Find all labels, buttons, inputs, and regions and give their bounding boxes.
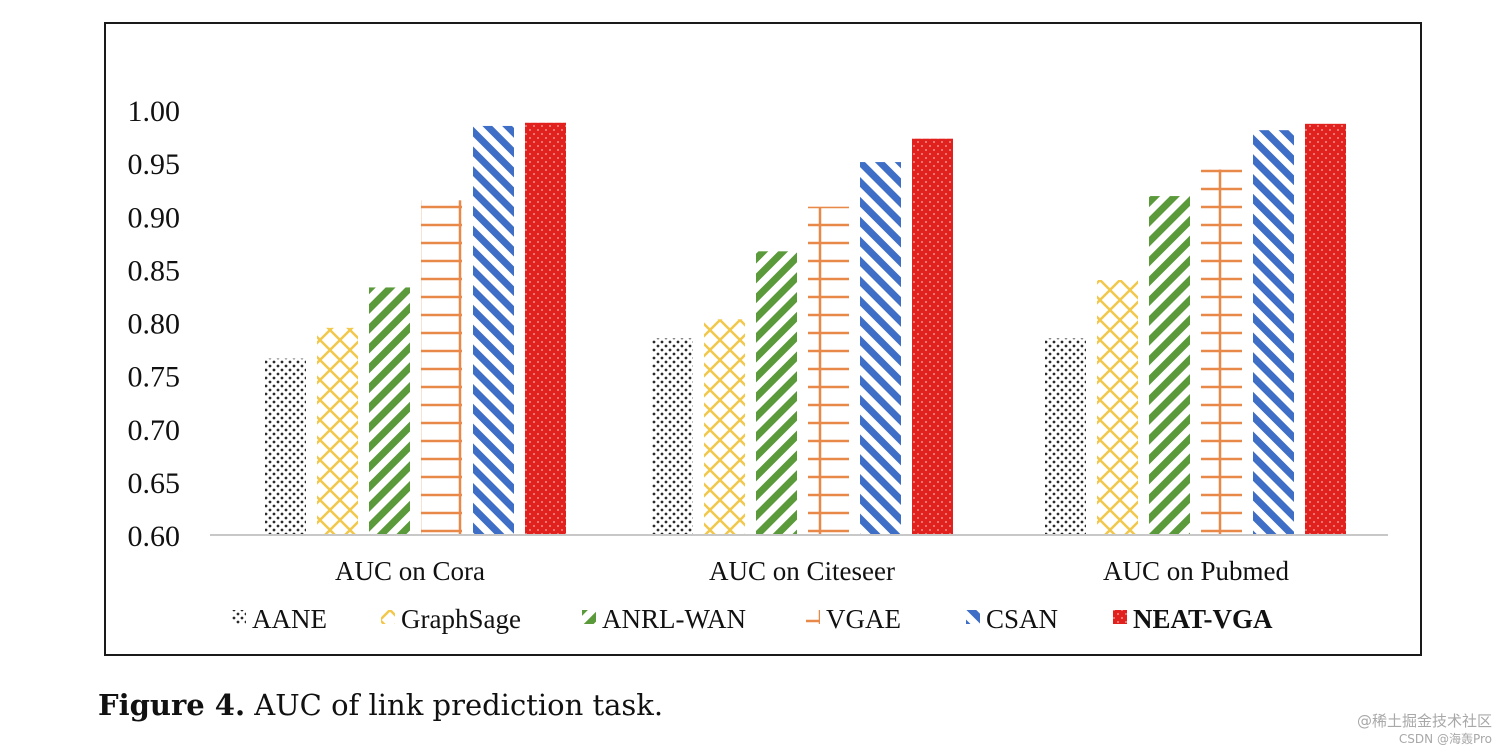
legend-label: AANE (252, 604, 327, 634)
x-category-label: AUC on Citeseer (709, 556, 895, 586)
bar-graphsage-1 (317, 327, 358, 535)
y-tick-label: 0.85 (128, 254, 181, 287)
figure-caption: Figure 4. AUC of link prediction task. (98, 688, 663, 722)
legend-label: CSAN (986, 604, 1058, 634)
bar-neat-vga-2 (912, 138, 953, 535)
bars (265, 122, 1346, 535)
y-tick-label: 0.90 (128, 201, 181, 234)
legend-label: VGAE (826, 604, 901, 634)
legend-swatch (582, 610, 596, 624)
watermark-line2: CSDN @海轰Pro (1398, 732, 1492, 746)
y-tick-label: 0.95 (128, 148, 181, 181)
watermark-line1: @稀土掘金技术社区 (1356, 712, 1492, 730)
caption-text: AUC of link prediction task. (254, 688, 664, 722)
bar-anrl-wan-3 (1149, 196, 1190, 535)
bar-anrl-wan-2 (756, 251, 797, 535)
y-tick-label: 1.00 (128, 95, 181, 128)
bar-neat-vga-3 (1305, 123, 1346, 535)
y-tick-label: 0.60 (128, 520, 181, 553)
legend-label: GraphSage (401, 604, 521, 634)
bar-csan-3 (1253, 130, 1294, 535)
bar-vgae-1 (421, 200, 462, 535)
y-tick-label: 0.70 (128, 414, 181, 447)
legend-swatch (966, 610, 980, 624)
bar-csan-1 (473, 125, 514, 535)
legend-swatch (1113, 610, 1127, 624)
y-tick-label: 0.65 (128, 467, 181, 500)
bar-aane-2 (652, 338, 693, 535)
legend-label: NEAT-VGA (1133, 604, 1273, 634)
legend-swatch (232, 610, 246, 624)
x-axis-labels: AUC on Cora AUC on Citeseer AUC on Pubmed (335, 556, 1289, 586)
y-axis-ticks: 1.00 0.95 0.90 0.85 0.80 0.75 0.70 0.65 0.60 (128, 95, 181, 553)
caption-label: Figure 4. (98, 688, 246, 722)
bar-vgae-3 (1201, 169, 1242, 535)
watermark: @稀土掘金技术社区 CSDN @海轰Pro (1357, 712, 1492, 748)
bar-vgae-2 (808, 206, 849, 535)
legend-label: ANRL-WAN (602, 604, 746, 634)
bar-graphsage-3 (1097, 280, 1138, 535)
bar-neat-vga-1 (525, 122, 566, 535)
bar-aane-3 (1045, 338, 1086, 535)
bar-csan-2 (860, 162, 901, 535)
bar-graphsage-2 (704, 319, 745, 535)
legend: AANE GraphSage ANRL-WAN VGAE CSAN NEAT-VGA (232, 604, 1273, 634)
y-tick-label: 0.80 (128, 308, 181, 341)
x-category-label: AUC on Pubmed (1103, 556, 1290, 586)
legend-swatch (381, 610, 395, 624)
legend-swatch (806, 610, 820, 624)
bar-anrl-wan-1 (369, 287, 410, 535)
y-tick-label: 0.75 (128, 361, 181, 394)
figure-frame (104, 22, 1422, 656)
bar-aane-1 (265, 358, 306, 535)
x-category-label: AUC on Cora (335, 556, 485, 586)
